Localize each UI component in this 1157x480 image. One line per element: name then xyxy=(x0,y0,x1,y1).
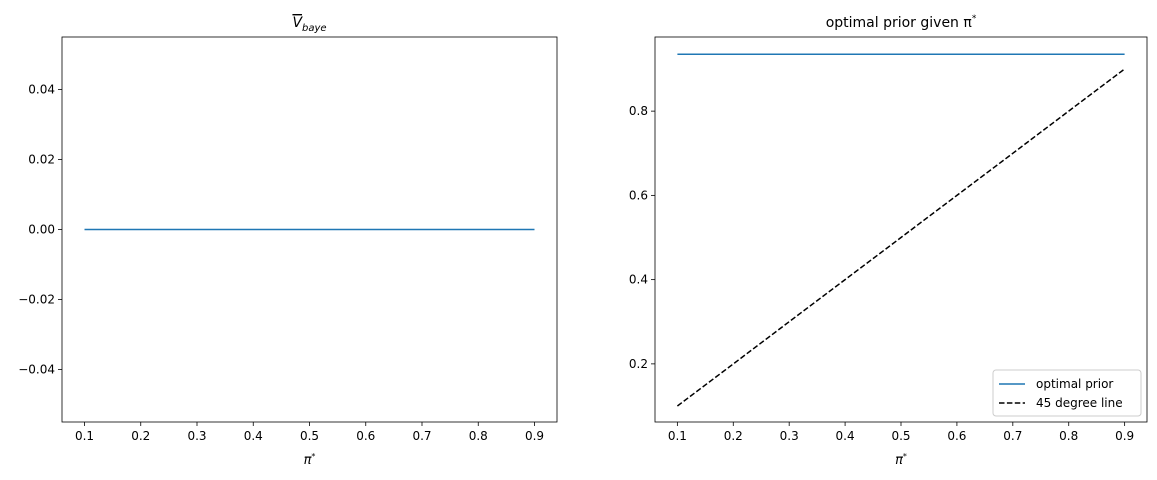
x-tick-label: 0.7 xyxy=(412,429,431,443)
x-tick-label: 0.9 xyxy=(525,429,544,443)
chart-title: optimal prior given π* xyxy=(826,14,977,31)
x-tick-label: 0.8 xyxy=(1059,429,1078,443)
y-tick-label: 0.8 xyxy=(629,104,648,118)
x-axis-label-main: π xyxy=(304,453,312,468)
x-tick-label: 0.8 xyxy=(469,429,488,443)
x-tick-label: 0.1 xyxy=(668,429,687,443)
chart-title-main: V xyxy=(292,15,303,31)
x-tick-label: 0.4 xyxy=(836,429,855,443)
x-tick-label: 0.2 xyxy=(131,429,150,443)
x-tick-label: 0.6 xyxy=(356,429,375,443)
x-tick-label: 0.2 xyxy=(724,429,743,443)
y-tick-label: −0.02 xyxy=(18,293,55,307)
x-axis-label-sup: * xyxy=(903,452,907,461)
axes-frame xyxy=(654,36,1148,423)
x-axis-label-main: π xyxy=(895,453,903,468)
y-tick-label: 0.00 xyxy=(28,223,55,237)
x-tick-label: 0.9 xyxy=(1115,429,1134,443)
x-tick-label: 0.6 xyxy=(947,429,966,443)
x-tick-label: 0.3 xyxy=(187,429,206,443)
legend: optimal prior 45 degree line xyxy=(992,369,1142,417)
x-tick-label: 0.7 xyxy=(1003,429,1022,443)
legend-label: 45 degree line xyxy=(1036,396,1123,410)
y-tick-label: 0.6 xyxy=(629,188,648,202)
legend-frame xyxy=(992,369,1142,417)
y-tick-label: 0.2 xyxy=(629,357,648,371)
x-axis-label: π* xyxy=(895,452,907,468)
x-tick-label: 0.5 xyxy=(300,429,319,443)
subplot-1: 0.1 0.2 0.3 0.4 0.5 0.6 0.7 0.8 0.9 −0.04 −0.02 0.0… xyxy=(18,15,558,468)
chart-title-sub: baye xyxy=(302,23,327,34)
x-tick-label: 0.1 xyxy=(75,429,94,443)
chart-title-main: optimal prior given π xyxy=(826,15,973,31)
y-tick-label: 0.04 xyxy=(28,83,55,97)
chart-title: Vbaye xyxy=(292,15,326,34)
x-axis-label: π* xyxy=(304,452,316,468)
x-tick-label: 0.3 xyxy=(780,429,799,443)
y-tick-label: −0.04 xyxy=(18,363,55,377)
x-tick-label: 0.4 xyxy=(244,429,263,443)
subplot-2: 0.1 0.2 0.3 0.4 0.5 0.6 0.7 0.8 0.9 0.2 0.4 0.6 0.8 o… xyxy=(629,14,1148,468)
legend-label: optimal prior xyxy=(1036,377,1113,391)
chart-title-sup: * xyxy=(972,14,977,24)
series-line-45-degree-line xyxy=(676,68,1126,407)
y-tick-label: 0.02 xyxy=(28,153,55,167)
y-tick-label: 0.4 xyxy=(629,273,648,287)
x-tick-label: 0.5 xyxy=(891,429,910,443)
x-axis-label-sup: * xyxy=(311,452,315,461)
